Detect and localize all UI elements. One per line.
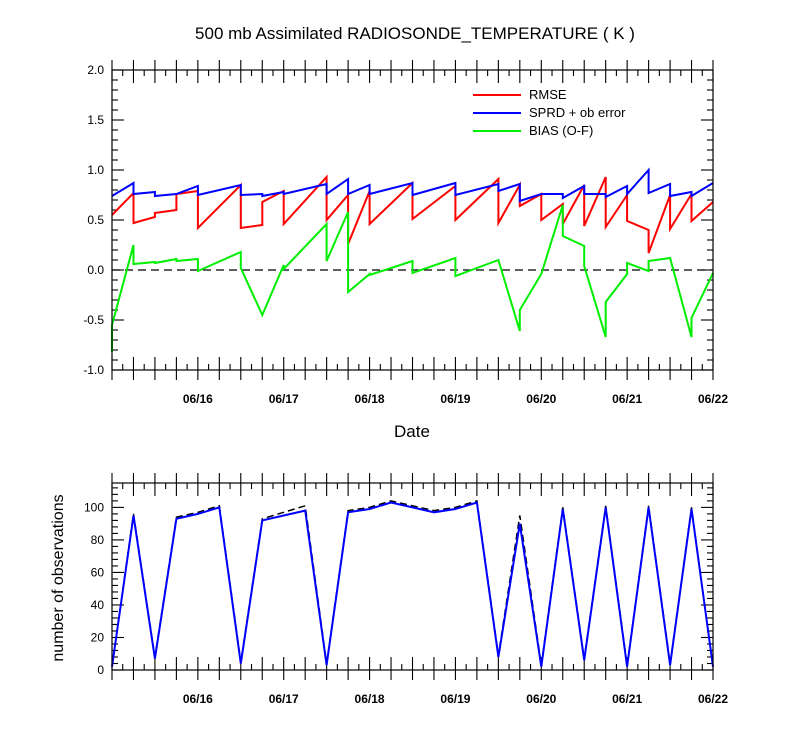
bottom-x-tick-label: 06/21 bbox=[612, 692, 642, 706]
bottom-x-tick-label: 06/17 bbox=[269, 692, 299, 706]
top-y-tick-label: 2.0 bbox=[87, 63, 104, 77]
bottom-y-tick-label: 100 bbox=[84, 500, 104, 514]
top-x-tick-label: 06/16 bbox=[183, 392, 213, 406]
top-series-line-1 bbox=[111, 167, 714, 203]
top-x-tick-label: 06/19 bbox=[440, 392, 470, 406]
top-legend: RMSE SPRD + ob error BIAS (O-F) bbox=[473, 87, 626, 138]
bottom-y-tick-label: 40 bbox=[91, 598, 105, 612]
chart-title: 500 mb Assimilated RADIOSONDE_TEMPERATUR… bbox=[195, 24, 635, 43]
y-axis-title-bottom: number of observations bbox=[50, 494, 67, 661]
top-y-tick-label: 1.0 bbox=[87, 163, 104, 177]
bottom-y-tick-label: 60 bbox=[91, 565, 105, 579]
bottom-x-tick-label: 06/20 bbox=[526, 692, 556, 706]
top-y-tick-label: 0.0 bbox=[87, 263, 104, 277]
top-series-line-0 bbox=[111, 174, 714, 254]
top-ticks: 06/16 06/17 06/18 06/19 06/20 06/21 06/22 -1.0 -… bbox=[83, 60, 728, 406]
bottom-ticks: 06/16 06/17 06/18 06/19 06/20 06/21 06/22 0 20 40… bbox=[84, 473, 728, 706]
bottom-x-tick-label: 06/19 bbox=[440, 692, 470, 706]
top-x-tick-label: 06/18 bbox=[355, 392, 385, 406]
top-y-tick-label: -1.0 bbox=[83, 363, 104, 377]
x-axis-title: Date bbox=[394, 422, 430, 441]
top-y-tick-label: 1.5 bbox=[87, 113, 104, 127]
top-series bbox=[111, 167, 714, 352]
top-x-tick-label: 06/20 bbox=[526, 392, 556, 406]
bottom-series bbox=[111, 499, 714, 667]
bottom-series-line-1 bbox=[111, 501, 714, 667]
top-y-tick-label: -0.5 bbox=[83, 313, 104, 327]
bottom-plot-frame bbox=[111, 482, 714, 671]
bottom-chart: 06/16 06/17 06/18 06/19 06/20 06/21 06/22 0 20 40… bbox=[50, 473, 728, 706]
legend-label-sprd: SPRD + ob error bbox=[529, 105, 626, 120]
bottom-y-tick-label: 0 bbox=[97, 663, 104, 677]
top-x-tick-label: 06/17 bbox=[269, 392, 299, 406]
bottom-x-tick-label: 06/18 bbox=[355, 692, 385, 706]
bottom-y-tick-label: 20 bbox=[91, 630, 105, 644]
legend-label-rmse: RMSE bbox=[529, 87, 567, 102]
bottom-x-tick-label: 06/16 bbox=[183, 692, 213, 706]
top-chart: 06/16 06/17 06/18 06/19 06/20 06/21 06/22 -1.0 -… bbox=[83, 60, 728, 441]
top-series-line-2 bbox=[111, 204, 714, 352]
legend-label-bias: BIAS (O-F) bbox=[529, 123, 593, 138]
top-plot-frame bbox=[111, 69, 714, 371]
top-x-tick-label: 06/21 bbox=[612, 392, 642, 406]
bottom-x-tick-label: 06/22 bbox=[698, 692, 728, 706]
top-y-tick-label: 0.5 bbox=[87, 213, 104, 227]
bottom-y-tick-label: 80 bbox=[91, 533, 105, 547]
top-x-tick-label: 06/22 bbox=[698, 392, 728, 406]
